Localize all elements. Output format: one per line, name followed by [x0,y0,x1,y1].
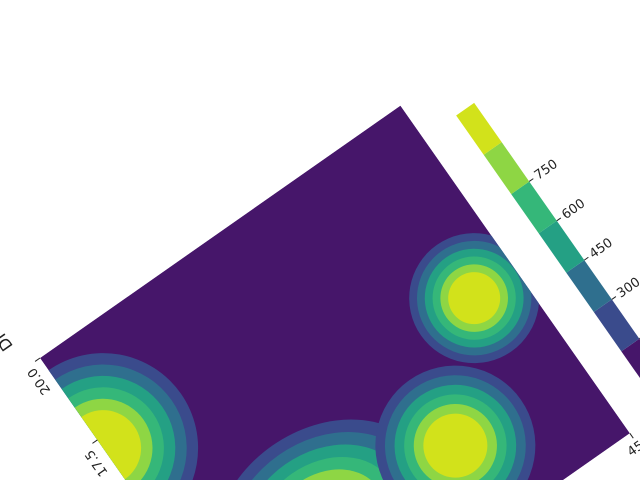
colorbar-tick [583,256,589,261]
contour-level-6-region-3 [423,413,488,478]
colorbar-segment [511,181,557,234]
colorbar-tick [556,217,562,222]
colorbar-segment [566,260,612,313]
colorbar-segment [483,142,530,195]
colorbar-tick-label: 300 [614,275,640,302]
colorbar-segment [593,299,640,352]
contour-level-6-region-4 [448,272,501,325]
x-tick-mark [34,357,41,362]
colorbar-tick-label: 600 [559,196,588,223]
colorbar-tick [528,178,534,182]
y-tick-mark [629,433,634,439]
plot-area [40,105,630,480]
colorbar-tick [611,296,617,300]
colorbar-tick-label: 450 [587,236,616,263]
colorbar-segment [456,102,502,155]
contour-regions [40,233,540,480]
colorbar-segment [621,338,640,391]
x-tick-mark [92,439,98,444]
colorbar-tick-label: 750 [532,157,561,184]
chart-title: DI-EDTA-1-10-100 (2).csv [0,178,17,355]
colorbar-segment [538,220,585,273]
